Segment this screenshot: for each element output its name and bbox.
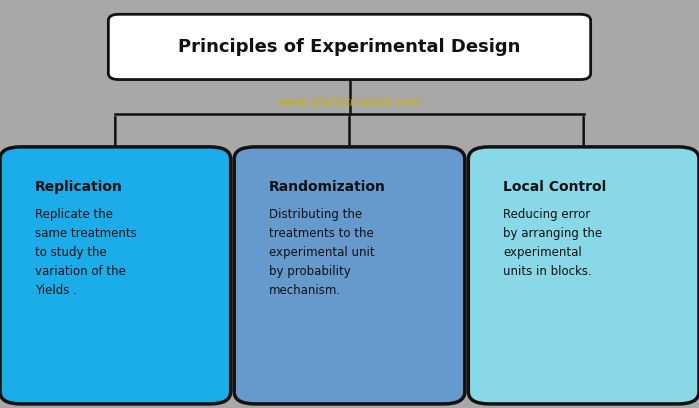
FancyBboxPatch shape [108, 14, 591, 80]
Text: Principles of Experimental Design: Principles of Experimental Design [178, 38, 521, 56]
Text: Distributing the
treatments to the
experimental unit
by probability
mechanism.: Distributing the treatments to the exper… [269, 208, 375, 297]
Text: Local Control: Local Control [503, 180, 607, 193]
FancyBboxPatch shape [468, 147, 699, 404]
Text: Randomization: Randomization [269, 180, 386, 193]
Text: www.statisticalaid.com: www.statisticalaid.com [278, 95, 421, 109]
FancyBboxPatch shape [234, 147, 465, 404]
Text: Replication: Replication [35, 180, 123, 193]
Text: Replicate the
same treatments
to study the
variation of the
Yields .: Replicate the same treatments to study t… [35, 208, 137, 297]
FancyBboxPatch shape [0, 147, 231, 404]
Text: Reducing error
by arranging the
experimental
units in blocks.: Reducing error by arranging the experime… [503, 208, 603, 278]
